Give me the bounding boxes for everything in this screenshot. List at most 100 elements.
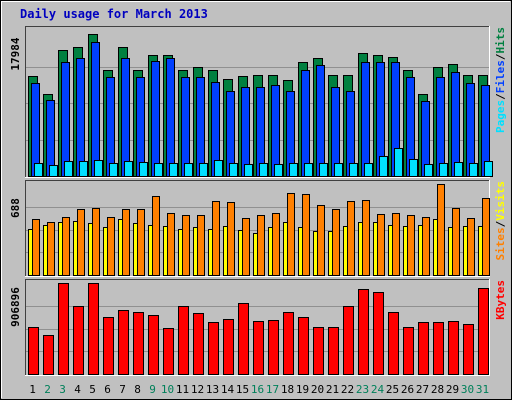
legend-files: Files <box>494 60 507 93</box>
sites-bar <box>182 215 190 276</box>
x-label: 6 <box>104 383 111 396</box>
pages-bar <box>139 162 148 177</box>
sites-bar <box>152 196 160 276</box>
x-label: 2 <box>44 383 51 396</box>
kbytes-bar <box>463 324 474 375</box>
x-label: 5 <box>89 383 96 396</box>
pages-bar <box>379 156 388 177</box>
kbytes-bar <box>313 327 324 375</box>
pages-bar <box>349 163 358 177</box>
sites-bar <box>47 222 55 276</box>
pages-bar <box>454 162 463 177</box>
kbytes-bar <box>418 322 429 375</box>
kbytes-bar <box>208 322 219 375</box>
sites-bar <box>197 215 205 276</box>
pages-bar <box>469 163 478 177</box>
pages-bar <box>304 163 313 177</box>
sites-bar <box>347 201 355 276</box>
files-bar <box>61 62 70 177</box>
legend: Sites/Visits <box>494 181 507 261</box>
sites-bar <box>137 209 145 276</box>
kbytes-bar <box>73 306 84 375</box>
legend-sites: Sites <box>494 227 507 260</box>
x-label: 9 <box>149 383 156 396</box>
legend: KBytes <box>494 280 507 320</box>
x-label: 21 <box>326 383 339 396</box>
x-label: 24 <box>371 383 385 396</box>
pages-bar <box>229 163 238 177</box>
kbytes-bar <box>343 306 354 375</box>
kbytes-bar <box>28 327 39 375</box>
pages-bar <box>259 163 268 177</box>
files-bar <box>151 61 160 177</box>
pages-bar <box>34 163 43 177</box>
kbytes-bar <box>88 283 99 375</box>
pages-bar <box>424 164 433 177</box>
x-label: 12 <box>191 383 204 396</box>
sites-bar <box>302 194 310 276</box>
kbytes-bar <box>163 328 174 375</box>
pages-bar <box>109 163 118 177</box>
pages-bar <box>364 163 373 177</box>
sites-bar <box>287 193 295 276</box>
pages-bar <box>64 161 73 177</box>
kbytes-bar <box>43 335 54 375</box>
x-label: 19 <box>296 383 309 396</box>
legend-kbytes: KBytes <box>494 280 507 320</box>
kbytes-bar <box>268 320 279 375</box>
sites-bar <box>242 218 250 276</box>
sites-bar <box>212 201 220 276</box>
files-bar <box>106 77 115 177</box>
x-label: 31 <box>476 383 489 396</box>
kbytes-bar <box>478 288 489 375</box>
legend-pages: Pages <box>494 100 507 133</box>
kbytes-bar <box>403 327 414 375</box>
files-bar <box>451 72 460 177</box>
kbytes-bar <box>373 292 384 375</box>
kbytes-bar <box>328 327 339 375</box>
panel-sites-visits: 688 Sites/Visits <box>9 180 507 277</box>
kbytes-bar <box>283 312 294 375</box>
kbytes-bar <box>388 312 399 375</box>
sites-bar <box>377 214 385 276</box>
pages-bar <box>199 163 208 177</box>
x-label: 8 <box>134 383 141 396</box>
x-label: 28 <box>431 383 444 396</box>
scale-label: 906896 <box>9 287 22 327</box>
kbytes-bar <box>133 312 144 375</box>
x-axis-labels: 1 2 3 4 5 6 7 8 9 10 11 12 13 14 15 16 17 18 19 20 21 22 23 24 2… <box>29 383 489 396</box>
kbytes-bar <box>148 315 159 375</box>
files-bar <box>121 58 130 177</box>
kbytes-bar <box>433 322 444 375</box>
kbytes-bar <box>448 321 459 375</box>
x-label: 13 <box>206 383 219 396</box>
files-bar <box>361 62 370 177</box>
pages-bar <box>274 164 283 177</box>
legend: Pages/Files/Hits <box>494 27 507 133</box>
legend-separator: / <box>494 220 507 227</box>
x-label: 16 <box>251 383 264 396</box>
sites-bar <box>332 209 340 276</box>
pages-bar <box>484 161 493 177</box>
sites-bar <box>257 215 265 276</box>
kbytes-bar <box>223 319 234 375</box>
sites-bar <box>317 205 325 276</box>
x-label: 17 <box>266 383 279 396</box>
x-label: 3 <box>59 383 66 396</box>
pages-bar <box>124 161 133 177</box>
x-label: 1 <box>29 383 36 396</box>
files-bar <box>76 58 85 177</box>
sites-bar <box>62 217 70 276</box>
x-label: 20 <box>311 383 324 396</box>
sites-bar <box>272 213 280 276</box>
pages-bar <box>184 163 193 177</box>
pages-bar <box>334 163 343 177</box>
x-label: 10 <box>161 383 174 396</box>
x-label: 11 <box>176 383 189 396</box>
files-bar <box>31 83 40 177</box>
sites-bar <box>422 217 430 276</box>
sites-bar <box>107 217 115 276</box>
kbytes-bar <box>58 283 69 375</box>
sites-bar <box>437 184 445 276</box>
